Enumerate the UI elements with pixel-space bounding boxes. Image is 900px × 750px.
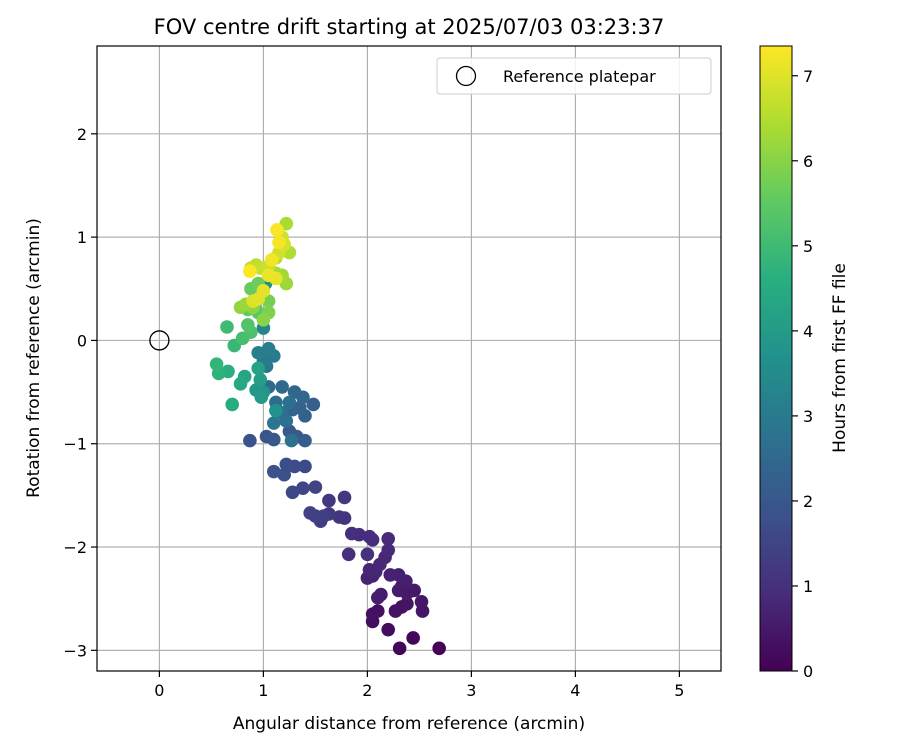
scatter-point xyxy=(392,641,407,656)
scatter-point xyxy=(282,395,297,410)
scatter-point xyxy=(269,403,283,418)
scatter-point xyxy=(293,400,307,415)
scatter-point xyxy=(256,284,271,298)
legend-marker xyxy=(455,65,477,87)
colorbar-tick-label: 3 xyxy=(803,407,813,426)
x-tick-label: 1 xyxy=(258,681,268,700)
scatter-point xyxy=(270,223,284,237)
y-tick-label: 2 xyxy=(77,125,87,144)
scatter-point xyxy=(308,480,323,494)
scatter-point xyxy=(233,377,248,391)
reference-point xyxy=(149,330,170,351)
scatter-point xyxy=(279,457,294,472)
scatter-point xyxy=(414,594,429,609)
scatter-point xyxy=(287,385,302,399)
scatter-point xyxy=(432,641,446,656)
scatter-point xyxy=(261,268,276,283)
y-tick-label: 1 xyxy=(77,228,87,247)
scatter-point xyxy=(267,432,281,447)
scatter-point xyxy=(298,433,312,448)
y-tick-label: −1 xyxy=(63,435,87,454)
scatter-point xyxy=(220,320,234,334)
colorbar-tick-label: 7 xyxy=(803,67,813,86)
scatter-point xyxy=(251,346,265,360)
scatter-point xyxy=(345,526,359,541)
colorbar-ticks: 0 1 2 3 4 5 6 7 xyxy=(792,67,813,681)
legend-entry: Reference platepar xyxy=(503,67,656,86)
scatter-point xyxy=(383,568,398,582)
scatter-point xyxy=(261,294,276,308)
colorbar-label: Hours from first FF file xyxy=(830,263,850,453)
scatter-point xyxy=(400,597,414,611)
legend: Reference platepar xyxy=(436,57,712,95)
scatter-point xyxy=(381,622,396,637)
scatter-point xyxy=(298,459,312,474)
scatter-point xyxy=(261,341,276,356)
x-tick-label: 4 xyxy=(570,681,580,700)
scatter-point xyxy=(391,583,406,598)
colorbar-tick-label: 0 xyxy=(803,662,813,681)
scatter-point xyxy=(251,361,265,376)
plot-frame xyxy=(96,45,722,672)
x-axis-label: Angular distance from reference (arcmin) xyxy=(233,714,585,734)
scatter-point xyxy=(279,414,294,428)
chart-title: FOV centre drift starting at 2025/07/03 … xyxy=(154,15,665,39)
x-tick-label: 2 xyxy=(362,681,372,700)
scatter-point xyxy=(341,547,356,562)
colorbar-tick-label: 6 xyxy=(803,152,813,171)
scatter-point xyxy=(296,481,310,495)
scatter-point xyxy=(243,264,257,279)
scatter-point xyxy=(264,253,279,267)
y-axis-label: Rotation from reference (arcmin) xyxy=(24,218,44,498)
scatter-point xyxy=(362,562,377,577)
scatter-point xyxy=(285,485,300,500)
scatter-point xyxy=(254,390,269,405)
grid xyxy=(97,46,721,671)
scatter-point xyxy=(272,235,286,250)
x-axis: 0 1 2 3 4 5 xyxy=(154,671,684,700)
y-tick-label: −3 xyxy=(63,641,87,660)
reference-marker xyxy=(149,330,170,351)
scatter-point xyxy=(365,607,380,621)
y-axis: −3 −2 −1 0 1 2 xyxy=(63,125,97,660)
scatter-points xyxy=(209,216,446,656)
scatter-point xyxy=(243,433,257,448)
scatter-point xyxy=(253,372,268,387)
x-tick-label: 0 xyxy=(154,681,164,700)
legend-box xyxy=(436,57,712,95)
colorbar-tick-label: 4 xyxy=(803,322,813,341)
scatter-point xyxy=(306,397,321,412)
scatter-point xyxy=(337,490,352,505)
scatter-point xyxy=(406,631,420,645)
scatter-point xyxy=(303,506,318,520)
colorbar: 0 1 2 3 4 5 6 7 Hours from first FF file xyxy=(759,45,850,681)
scatter-point xyxy=(381,543,396,557)
scatter-point xyxy=(284,433,299,448)
scatter-point xyxy=(332,510,347,524)
scatter-point xyxy=(209,357,224,371)
colorbar-tick-label: 1 xyxy=(803,577,813,596)
colorbar-gradient xyxy=(759,45,793,672)
scatter-point xyxy=(371,590,385,605)
colorbar-tick-label: 5 xyxy=(803,237,813,256)
scatter-point xyxy=(267,464,281,479)
x-tick-label: 3 xyxy=(466,681,476,700)
scatter-point xyxy=(322,493,336,508)
scatter-point xyxy=(362,529,377,544)
scatter-point xyxy=(277,467,292,482)
scatter-point xyxy=(381,531,396,546)
scatter-point xyxy=(256,312,271,327)
y-tick-label: 0 xyxy=(77,331,87,350)
y-tick-label: −2 xyxy=(63,538,87,557)
scatter-point xyxy=(241,318,255,332)
scatter-point xyxy=(225,397,239,412)
x-tick-label: 5 xyxy=(674,681,684,700)
scatter-point xyxy=(267,416,281,430)
scatter-point xyxy=(275,380,289,394)
colorbar-tick-label: 2 xyxy=(803,492,813,511)
scatter-point xyxy=(360,547,375,562)
